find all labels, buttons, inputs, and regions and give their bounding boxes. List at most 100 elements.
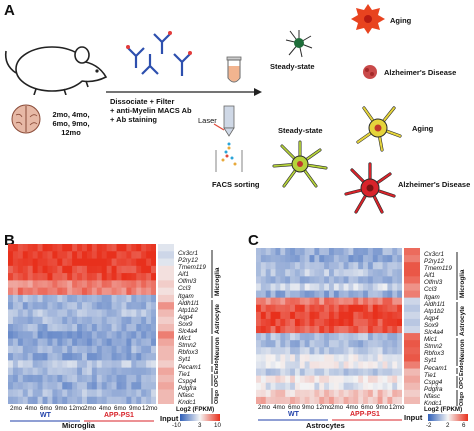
heatmap-cell: [8, 280, 14, 289]
heatmap-cell: [280, 396, 286, 404]
heatmap-cell: [131, 294, 137, 303]
heatmap-cell: [304, 262, 310, 270]
heatmap-cell: [280, 311, 286, 320]
heatmap-cell: [121, 389, 127, 398]
heatmap-cell: [72, 316, 78, 325]
heatmap-cell: [275, 262, 281, 270]
heatmap-cell: [270, 248, 276, 256]
heatmap-cell: [37, 280, 43, 289]
heatmap-cell: [42, 251, 48, 259]
heatmap-cell: [91, 258, 98, 267]
heatmap-cell: [367, 368, 374, 377]
heatmap-cell: [77, 396, 83, 404]
heatmap-cell: [47, 294, 53, 303]
heatmap-cell: [270, 262, 276, 270]
heatmap-cell: [387, 396, 393, 404]
heatmap-cell: [256, 361, 262, 369]
heatmap-cell: [146, 360, 152, 369]
heatmap-cell: [131, 251, 137, 259]
heatmap-cell: [27, 302, 34, 310]
heatmap-cell: [91, 353, 98, 361]
heatmap-cell: [343, 311, 349, 320]
heatmap-cell: [367, 297, 374, 306]
heatmap-cell: [121, 324, 127, 332]
heatmap-cell: [309, 318, 315, 327]
heatmap-cell: [294, 333, 301, 341]
heatmap-cell: [22, 280, 29, 289]
heatmap-cell: [82, 389, 88, 398]
heatmap-cell: [146, 251, 152, 259]
heatmap-cell: [22, 258, 29, 267]
heatmap-cell: [265, 354, 271, 362]
heatmap-cell: [37, 244, 43, 252]
heatmap-cell: [329, 347, 335, 355]
heatmap-cell: [62, 331, 68, 339]
heatmap-cell: [275, 276, 281, 284]
heatmap-cell: [329, 283, 335, 291]
heatmap-cell: [57, 353, 63, 361]
heatmap-cell: [37, 302, 43, 310]
heatmap-cell: [101, 280, 108, 289]
heatmap-cell: [27, 280, 34, 289]
heatmap-cell: [126, 258, 132, 267]
heatmap-cell: [96, 360, 103, 369]
heatmap-cell: [256, 311, 262, 320]
heatmap-cell: [382, 347, 388, 355]
heatmap-cell: [116, 396, 122, 404]
group-label-microglia: Microglia: [214, 267, 221, 296]
heatmap-cell: [106, 360, 112, 369]
heatmap-cell: [121, 287, 127, 296]
heatmap-cell: [126, 382, 132, 390]
heatmap-cell: [131, 374, 137, 383]
heatmap-cell: [37, 345, 43, 354]
heatmap-cell: [294, 368, 301, 377]
heatmap-cell: [32, 331, 38, 339]
heatmap-cell: [32, 316, 38, 325]
heatmap-cell: [116, 244, 122, 252]
heatmap-cell: [86, 345, 93, 354]
heatmap-cell: [304, 361, 310, 369]
heatmap-c-group-brackets: [456, 252, 458, 406]
input-cell: [158, 360, 174, 369]
heatmap-cell: [319, 375, 325, 384]
heatmap-cell: [382, 318, 388, 327]
heatmap-cell: [141, 244, 147, 252]
heatmap-cell: [72, 265, 78, 274]
heatmap-cell: [329, 354, 335, 362]
heatmap-cell: [86, 251, 93, 259]
heatmap-cell: [382, 361, 388, 369]
heatmap-cell: [12, 331, 19, 339]
heatmap-cell: [12, 389, 19, 398]
gene-label: Aqp4: [178, 313, 193, 321]
heatmap-cell: [116, 389, 122, 398]
heatmap-cell: [141, 331, 147, 339]
heatmap-cell: [304, 382, 310, 391]
heatmap-cell: [72, 374, 78, 383]
group-label-opc: OPC: [459, 377, 465, 389]
heatmap-cell: [47, 287, 53, 296]
heatmap-cell: [265, 361, 271, 369]
heatmap-cell: [12, 367, 19, 376]
heatmap-cell: [12, 316, 19, 325]
heatmap-cell: [116, 280, 122, 289]
heatmap-cell: [333, 396, 340, 404]
heatmap-cell: [392, 389, 398, 398]
heatmap-cell: [116, 345, 122, 354]
heatmap-cell: [363, 311, 369, 320]
heatmap-cell: [12, 287, 19, 296]
heatmap-cell: [363, 396, 369, 404]
heatmap-cell: [22, 338, 29, 347]
heatmap-cell: [270, 354, 276, 362]
heatmap-cell: [324, 396, 330, 404]
heatmap-cell: [392, 269, 398, 277]
heatmap-cell: [290, 297, 296, 306]
heatmap-cell: [358, 276, 364, 284]
process-steps: Dissociate + Filter + anti-Myelin MACS A…: [110, 97, 192, 124]
heatmap-cell: [353, 255, 359, 263]
heatmap-cell: [387, 375, 393, 384]
heatmap-cell: [22, 382, 29, 390]
heatmap-cell: [256, 354, 262, 362]
heatmap-cell: [363, 382, 369, 391]
heatmap-cell: [392, 375, 398, 384]
heatmap-cell: [260, 290, 267, 299]
